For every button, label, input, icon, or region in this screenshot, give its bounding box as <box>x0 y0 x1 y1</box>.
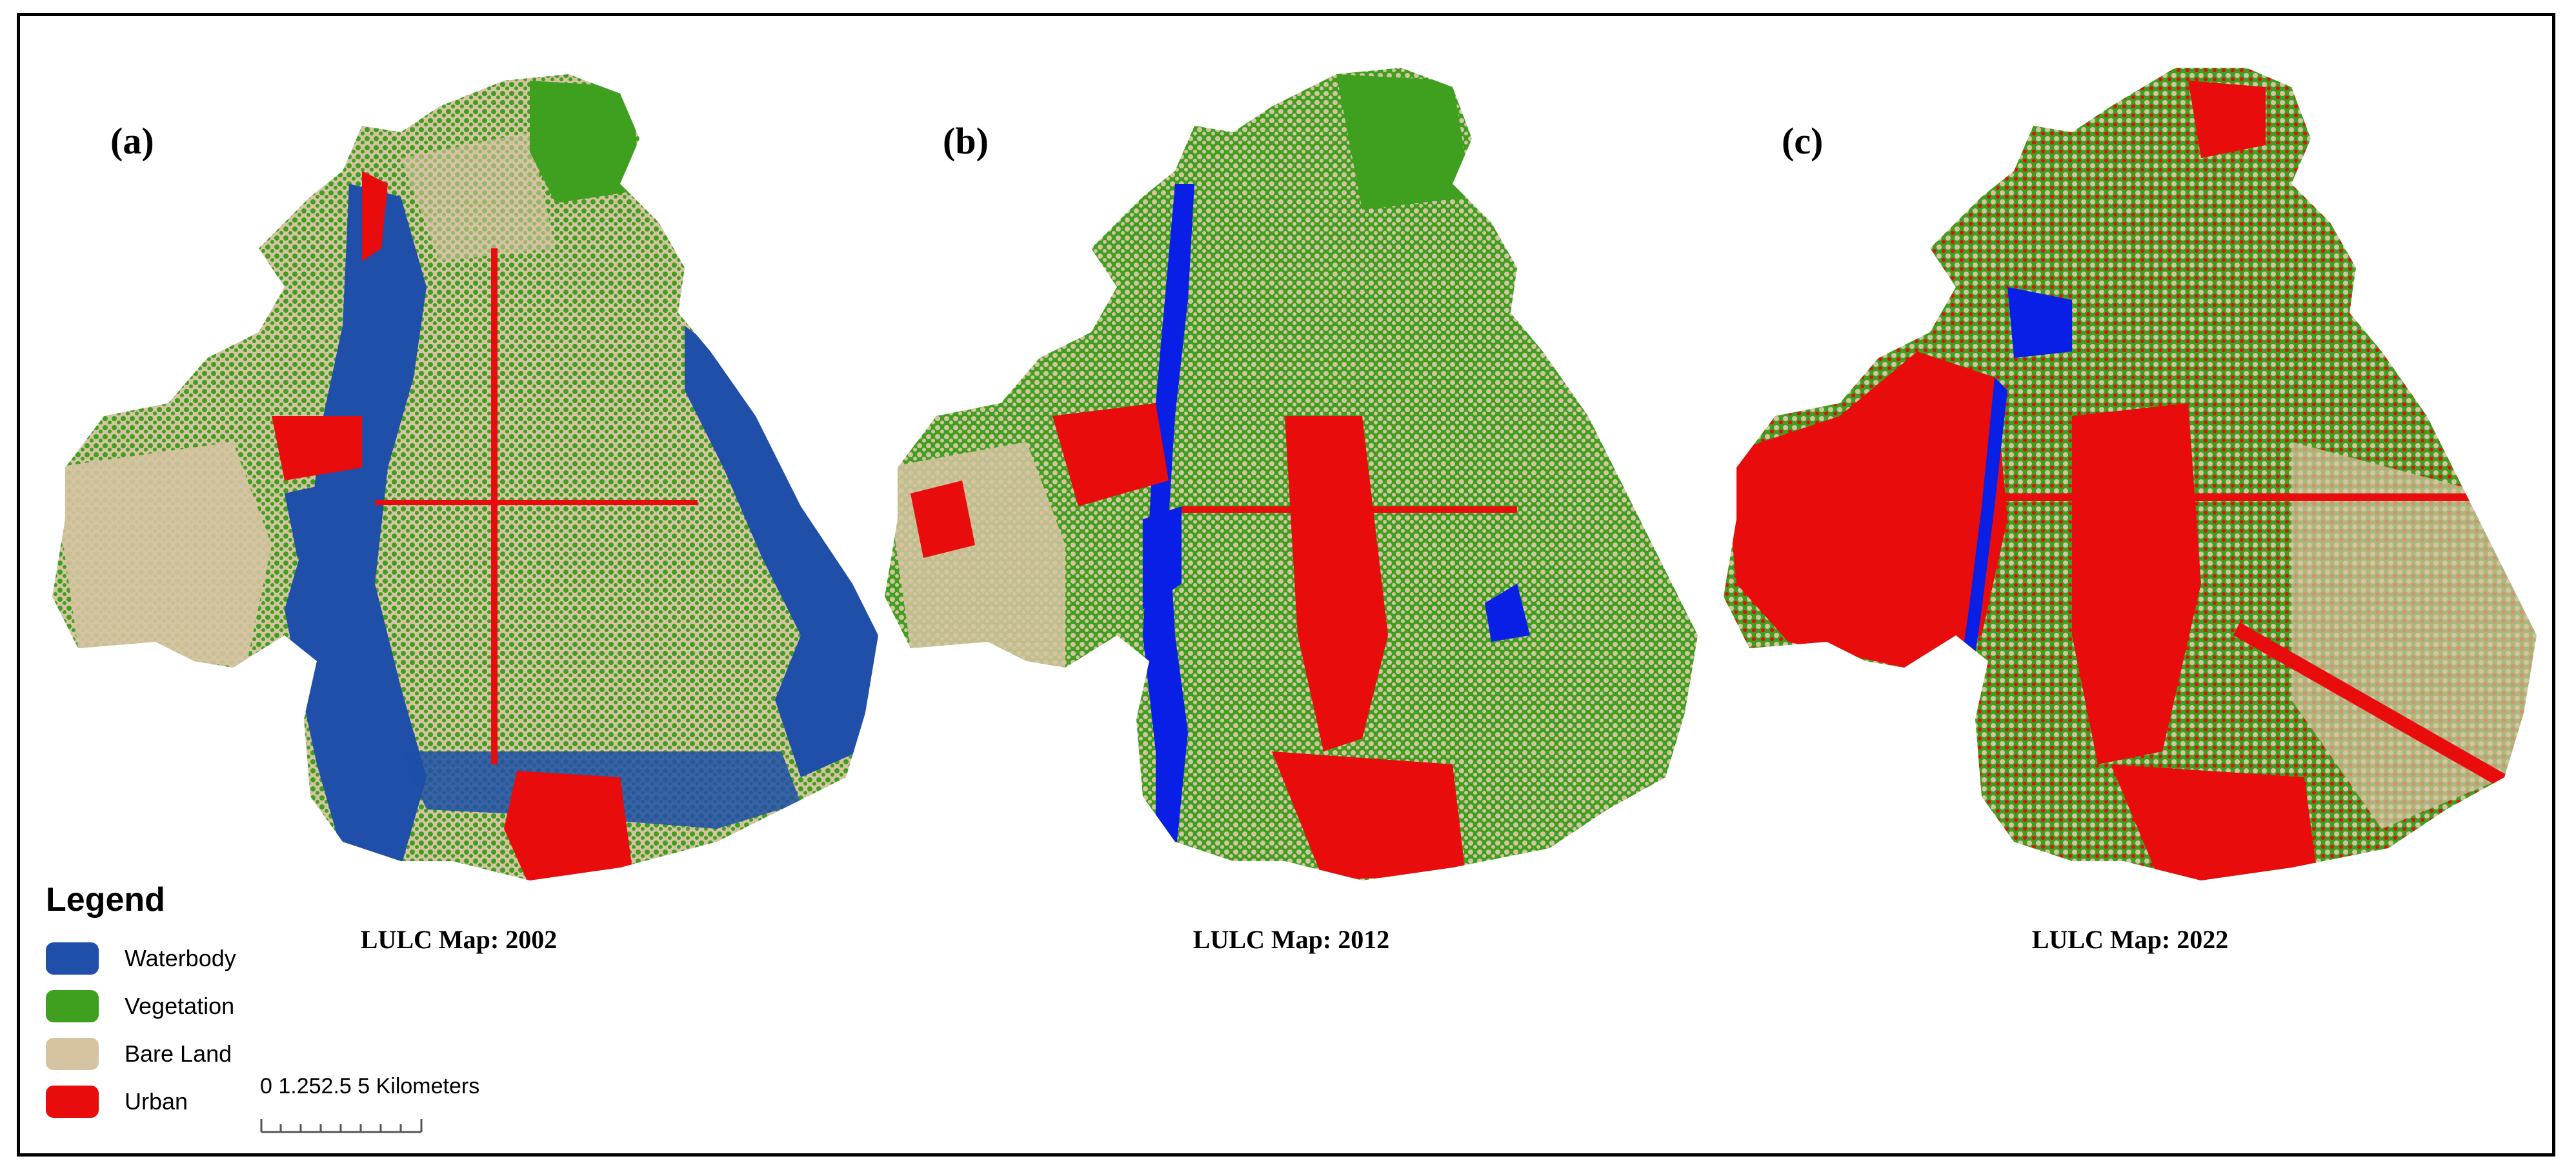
scale-bar: 0 1.252.5 5 Kilometers <box>260 1074 492 1145</box>
legend-item-vegetation: Vegetation <box>46 982 381 1030</box>
map-panel-2012: (b) LULC Map: 2012 <box>872 55 1711 958</box>
panel-label-a: (a) <box>110 120 154 162</box>
lulc-map-2012 <box>885 68 1698 880</box>
legend: Legend Waterbody Vegetation Bare Land Ur… <box>46 880 381 1151</box>
figure-frame: (a) LULC Map: 2002 <box>17 13 2555 1157</box>
lulc-map-2022 <box>1724 68 2537 880</box>
panel-label-c: (c) <box>1782 120 1824 162</box>
legend-item-urban: Urban <box>46 1078 381 1126</box>
legend-label: Vegetation <box>125 993 235 1019</box>
legend-item-waterbody: Waterbody <box>46 935 381 982</box>
legend-item-bare-land: Bare Land <box>46 1030 381 1078</box>
legend-label: Bare Land <box>125 1040 232 1067</box>
map-panel-2002: (a) LULC Map: 2002 <box>39 55 878 958</box>
legend-swatch-bare-land <box>46 1038 99 1070</box>
map-panel-2022: (c) LULC Map: 2022 <box>1711 55 2550 958</box>
legend-title: Legend <box>46 881 165 919</box>
map-title-2012: LULC Map: 2012 <box>1192 925 1390 954</box>
legend-label: Urban <box>125 1088 188 1115</box>
scale-bar-label: 0 1.252.5 5 Kilometers <box>260 1074 480 1098</box>
legend-swatch-vegetation <box>46 990 99 1022</box>
legend-swatch-urban <box>46 1086 99 1118</box>
map-title-2002: LULC Map: 2002 <box>360 925 558 954</box>
scale-bar-ruler <box>260 1119 423 1133</box>
legend-label: Waterbody <box>125 945 236 971</box>
legend-swatch-waterbody <box>46 942 99 975</box>
map-title-2022: LULC Map: 2022 <box>2031 925 2229 954</box>
panel-label-b: (b) <box>943 120 989 162</box>
lulc-map-2002 <box>52 74 878 880</box>
